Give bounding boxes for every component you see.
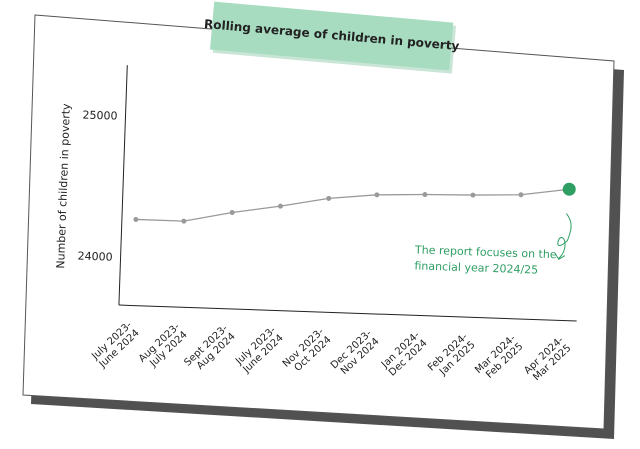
y-axis (118, 65, 128, 306)
marker (229, 210, 235, 216)
marker (470, 192, 476, 198)
highlight-marker (562, 182, 576, 196)
marker (422, 192, 428, 198)
y-tick-label: 24000 (77, 250, 112, 264)
marker (181, 218, 187, 224)
annotation-arrow (557, 213, 572, 259)
y-tick-label: 25000 (82, 108, 117, 122)
annotation-arrowhead (554, 252, 566, 261)
y-axis-label: Number of children in poverty (54, 103, 73, 269)
marker (277, 203, 283, 209)
marker (326, 195, 332, 201)
marker (374, 192, 380, 198)
title-background (210, 1, 454, 71)
annotation: The report focuses on thefinancial year … (413, 243, 557, 277)
series-line (135, 188, 570, 222)
marker (518, 192, 524, 198)
title-label: Rolling average of children in poverty (204, 1, 460, 74)
marker (133, 216, 139, 222)
x-axis (118, 304, 577, 322)
